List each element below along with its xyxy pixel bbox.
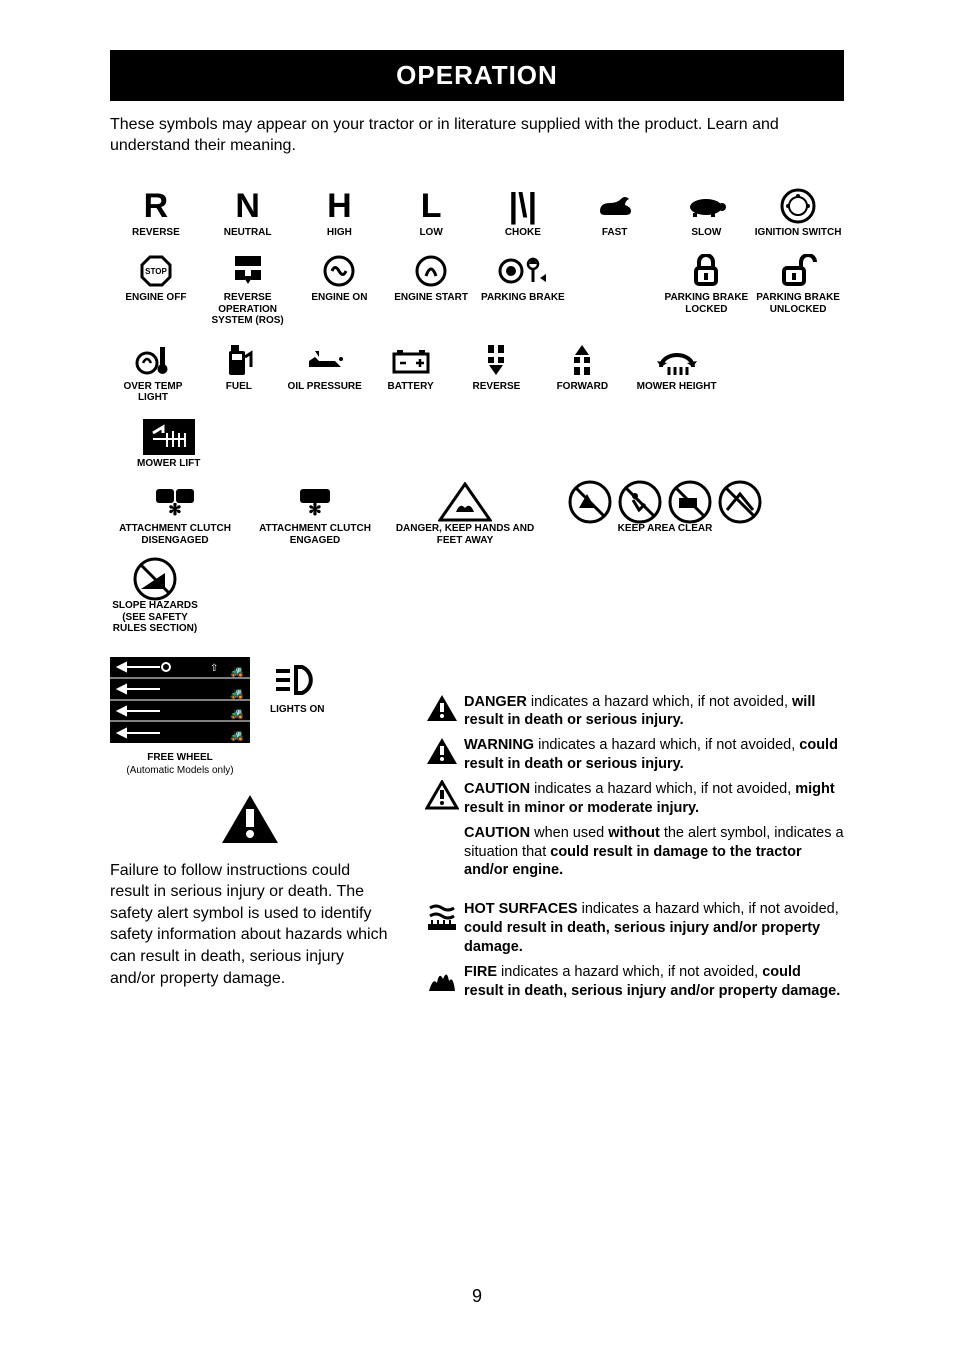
symbol-row-1: R REVERSE N NEUTRAL H HIGH L LOW |\| CHO… [110,187,844,253]
keep-clear-icon [565,480,765,524]
sym-ros: REVERSE OPERATION SYSTEM (ROS) [202,252,294,327]
symbol-row-4: ✻ ATTACHMENT CLUTCH DISENGAGED ✻ ATTACHM… [110,483,844,649]
sym-slow: SLOW [661,187,753,239]
pbrake-icon [498,254,548,288]
sym-pbrake-unlocked: PARKING BRAKE UNLOCKED [752,252,844,327]
sym-pbrake-locked: PARKING BRAKE LOCKED [661,252,753,327]
mower-height-icon [655,343,699,377]
clutch-off-icon: ✻ [150,485,200,519]
sym-forward-pedal: FORWARD [539,341,625,404]
svg-text:🚜: 🚜 [230,688,244,700]
sym-slope: SLOPE HAZARDS (SEE SAFETY RULES SECTION) [110,560,200,635]
svg-text:STOP: STOP [145,267,167,276]
sym-engine-start: ENGINE START [385,252,477,327]
warning-definitions: DANGER indicates a hazard which, if not … [420,687,844,1007]
sym-over-temp: OVER TEMP LIGHT [110,341,196,404]
mower-lift-icon [149,423,189,451]
sym-mower-height: MOWER HEIGHT [625,341,728,404]
symbol-row-3: OVER TEMP LIGHT FUEL OIL PRESSURE BATTER… [110,341,844,484]
sym-ignition: IGNITION SWITCH [752,187,844,239]
svg-text:✻: ✻ [168,502,181,519]
battery-icon [391,346,431,374]
ros-icon [231,254,265,288]
danger-hands-icon [438,482,492,522]
svg-text:✻: ✻ [308,502,321,519]
sym-fast: FAST [569,187,661,239]
intro-text: These symbols may appear on your tractor… [110,115,844,157]
warn-caution-noalert: CAUTION when used without the alert symb… [420,824,844,881]
temp-icon [135,343,171,377]
reverse-arrow-icon [484,343,508,377]
sym-reverse-pedal: REVERSE [454,341,540,404]
sym-lights-on: LIGHTS ON [270,663,324,716]
ignition-icon [780,188,816,224]
slope-icon [131,557,179,601]
sym-high: H HIGH [294,187,386,239]
sym-low: L LOW [385,187,477,239]
sym-neutral: N NEUTRAL [202,187,294,239]
symbol-row-2: STOP ENGINE OFF REVERSE OPERATION SYSTEM… [110,252,844,341]
svg-text:🚜: 🚜 [230,730,244,742]
sym-mower-lift: MOWER LIFT [110,418,227,470]
oil-icon [305,347,345,373]
clutch-on-icon: ✻ [290,485,340,519]
sym-keep-clear: KEEP AREA CLEAR [550,483,780,546]
sym-danger-hands: DANGER, KEEP HANDS AND FEET AWAY [390,483,540,546]
warn-caution: CAUTION indicates a hazard which, if not… [420,780,844,818]
sym-clutch-disengaged: ✻ ATTACHMENT CLUTCH DISENGAGED [110,483,240,546]
sym-fuel: FUEL [196,341,282,404]
svg-text:🚜: 🚜 [230,666,244,678]
sym-clutch-engaged: ✻ ATTACHMENT CLUTCH ENGAGED [250,483,380,546]
sym-engine-off: STOP ENGINE OFF [110,252,202,327]
fire-icon [425,963,459,993]
fuel-icon [225,343,253,377]
turtle-icon [685,193,727,219]
sym-reverse: R REVERSE [110,187,202,239]
warn-fire: FIRE indicates a hazard which, if not av… [420,963,844,1001]
svg-text:⇧: ⇧ [210,663,218,674]
warn-warning: WARNING indicates a hazard which, if not… [420,736,844,774]
sym-oil: OIL PRESSURE [282,341,368,404]
sym-engine-on: ENGINE ON [294,252,386,327]
hot-icon [424,900,460,934]
page-number: 9 [110,1286,844,1307]
warn-danger: DANGER indicates a hazard which, if not … [420,693,844,731]
warn-hot: HOT SURFACES indicates a hazard which, i… [420,900,844,957]
forward-arrow-icon [570,343,594,377]
section-title: OPERATION [110,50,844,101]
engine-start-icon [414,254,448,288]
safety-alert-icon [110,791,390,852]
sym-parking-brake: PARKING BRAKE [477,252,569,327]
sym-battery: BATTERY [368,341,454,404]
engine-on-icon [322,254,356,288]
sym-choke: |\| CHOKE [477,187,569,239]
lock-icon [691,254,721,288]
stop-icon: STOP [139,254,173,288]
lights-icon [272,663,322,697]
unlock-icon [779,254,817,288]
svg-text:🚜: 🚜 [230,708,244,720]
sym-free-wheel: ⇧🚜🚜🚜🚜 FREE WHEEL (Automatic Models only) [110,657,250,777]
rabbit-icon [595,193,635,219]
safety-paragraph: Failure to follow instructions could res… [110,860,390,990]
